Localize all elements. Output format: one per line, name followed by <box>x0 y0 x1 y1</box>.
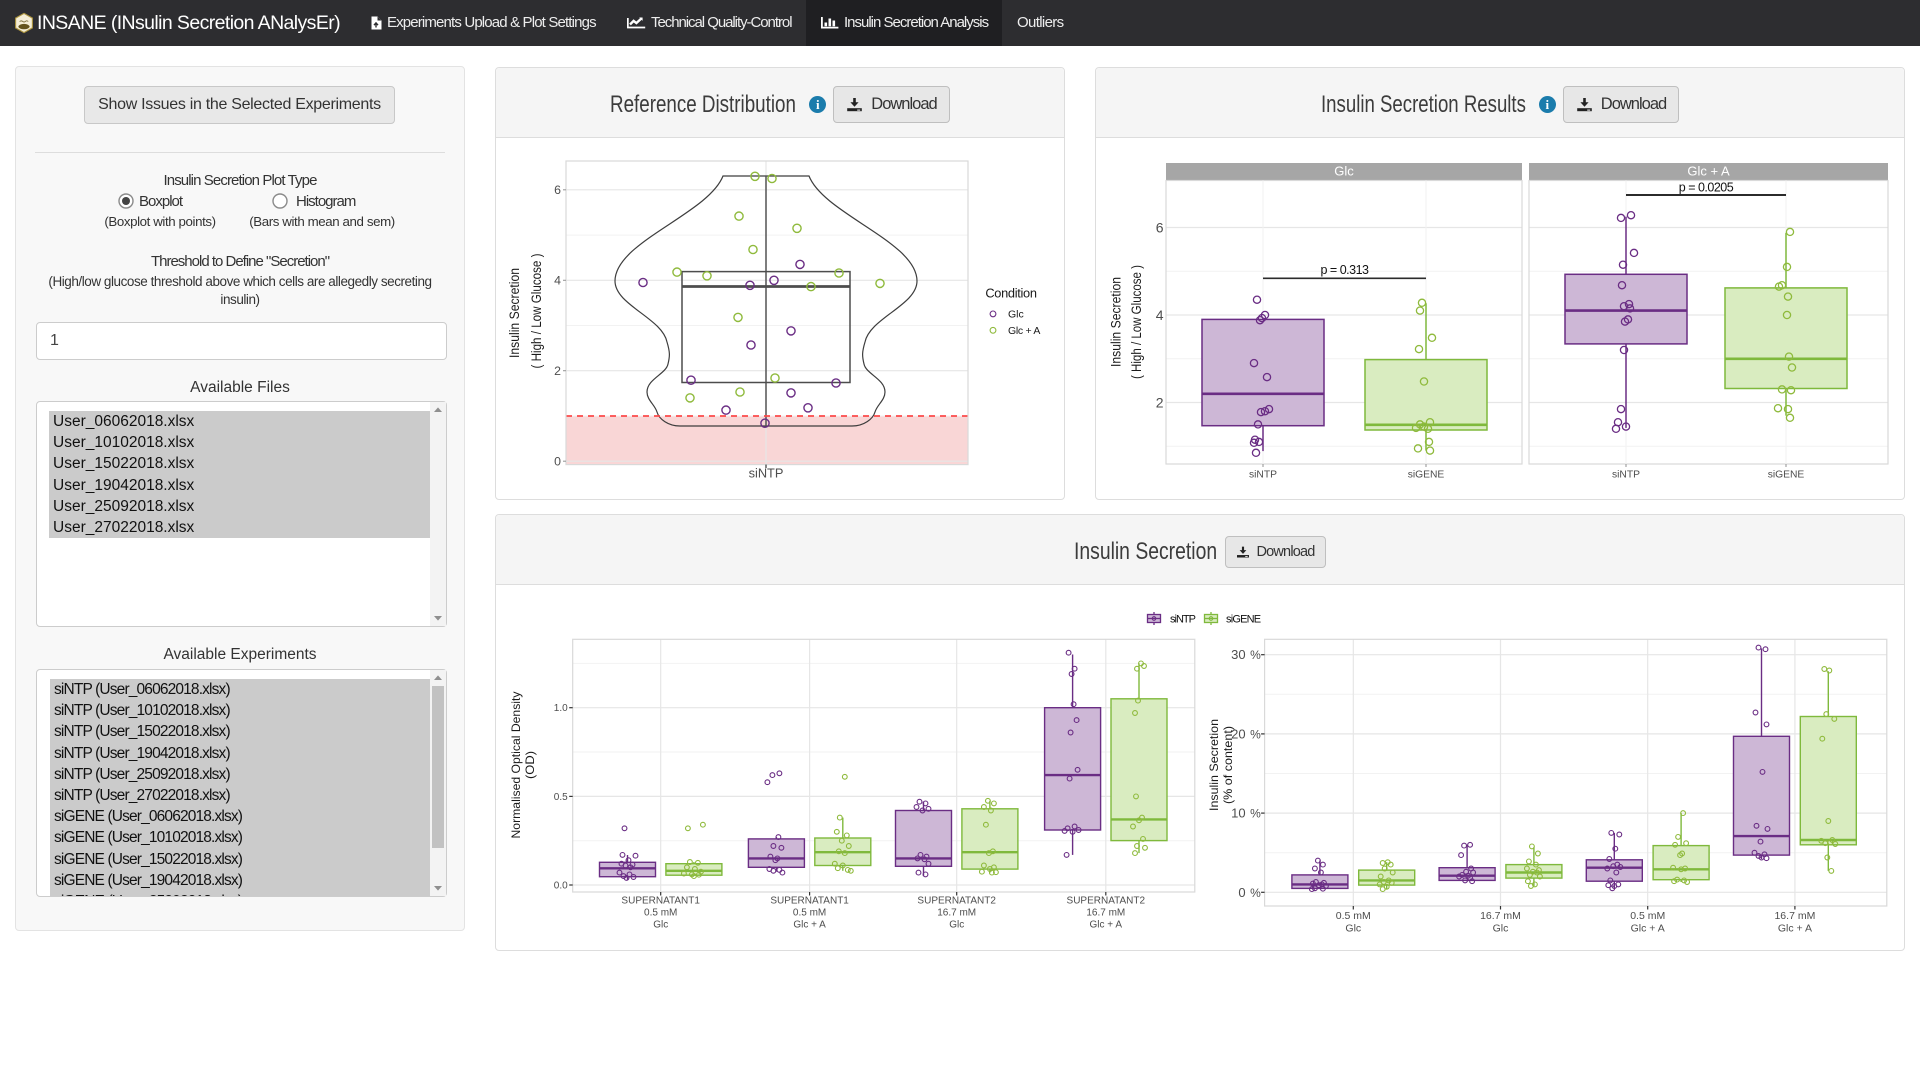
svg-text:4: 4 <box>1156 307 1164 323</box>
svg-text:Glc: Glc <box>1493 923 1509 935</box>
svg-text:2: 2 <box>554 364 561 378</box>
svg-text:Glc: Glc <box>1008 309 1024 321</box>
svg-text:( High / Low Glucose ): ( High / Low Glucose ) <box>1129 265 1144 379</box>
svg-text:%: % <box>1250 648 1261 662</box>
svg-text:Insulin Secretion: Insulin Secretion <box>1207 719 1221 811</box>
svg-text:%: % <box>1250 807 1261 821</box>
svg-text:6: 6 <box>1156 219 1164 235</box>
svg-text:siGENE: siGENE <box>1226 614 1261 626</box>
svg-text:Glc: Glc <box>1334 164 1354 179</box>
svg-text:Glc + A: Glc + A <box>1008 325 1040 337</box>
svg-text:siNTP: siNTP <box>1612 470 1640 481</box>
svg-text:6: 6 <box>554 183 561 197</box>
svg-text:Condition: Condition <box>985 286 1037 301</box>
svg-text:Glc + A: Glc + A <box>793 920 826 931</box>
svg-text:( High / Low Glucose ): ( High / Low Glucose ) <box>529 254 544 369</box>
svg-text:16.7 mM: 16.7 mM <box>1774 910 1815 922</box>
svg-text:Glc: Glc <box>653 920 668 931</box>
svg-text:siNTP: siNTP <box>1249 470 1277 481</box>
svg-text:0.0: 0.0 <box>554 881 568 892</box>
svg-text:(OD): (OD) <box>523 751 537 779</box>
svg-text:16.7 mM: 16.7 mM <box>937 908 976 919</box>
svg-text:0: 0 <box>554 455 561 469</box>
svg-text:Glc: Glc <box>949 920 964 931</box>
svg-text:siGENE: siGENE <box>1768 470 1805 481</box>
svg-text:siNTP: siNTP <box>1170 614 1196 626</box>
svg-text:10: 10 <box>1231 806 1245 821</box>
svg-text:0.5 mM: 0.5 mM <box>793 908 826 919</box>
svg-text:2: 2 <box>1156 394 1164 410</box>
svg-text:4: 4 <box>554 274 561 288</box>
svg-text:%: % <box>1250 727 1261 741</box>
svg-text:Insulin Secretion: Insulin Secretion <box>507 268 522 358</box>
svg-text:0.5 mM: 0.5 mM <box>644 908 677 919</box>
svg-text:16.7 mM: 16.7 mM <box>1086 908 1125 919</box>
svg-text:Glc + A: Glc + A <box>1631 923 1665 935</box>
svg-text:Glc: Glc <box>1345 923 1361 935</box>
svg-text:Insulin Secretion: Insulin Secretion <box>1109 277 1124 367</box>
svg-text:SUPERNATANT1: SUPERNATANT1 <box>770 896 849 907</box>
svg-text:Normalised Optical Density: Normalised Optical Density <box>509 692 523 839</box>
svg-text:Glc + A: Glc + A <box>1090 920 1123 931</box>
svg-text:siNTP: siNTP <box>749 466 784 481</box>
svg-text:0.5: 0.5 <box>554 792 568 803</box>
svg-text:(% of content): (% of content) <box>1221 726 1235 804</box>
svg-text:Glc + A: Glc + A <box>1687 164 1730 179</box>
svg-text:%: % <box>1250 886 1261 900</box>
svg-text:30: 30 <box>1231 647 1245 662</box>
svg-text:p = 0.313: p = 0.313 <box>1321 263 1370 277</box>
svg-text:SUPERNATANT2: SUPERNATANT2 <box>1067 896 1146 907</box>
svg-text:16.7 mM: 16.7 mM <box>1480 910 1521 922</box>
svg-text:0.5 mM: 0.5 mM <box>1336 910 1371 922</box>
svg-text:0.5 mM: 0.5 mM <box>1630 910 1665 922</box>
svg-text:20: 20 <box>1231 726 1245 741</box>
svg-text:p = 0.0205: p = 0.0205 <box>1679 181 1734 195</box>
svg-text:Glc + A: Glc + A <box>1778 923 1812 935</box>
svg-text:SUPERNATANT2: SUPERNATANT2 <box>917 896 996 907</box>
svg-text:0: 0 <box>1238 885 1245 900</box>
svg-text:siGENE: siGENE <box>1408 470 1445 481</box>
svg-text:SUPERNATANT1: SUPERNATANT1 <box>621 896 700 907</box>
svg-text:1.0: 1.0 <box>554 703 568 714</box>
